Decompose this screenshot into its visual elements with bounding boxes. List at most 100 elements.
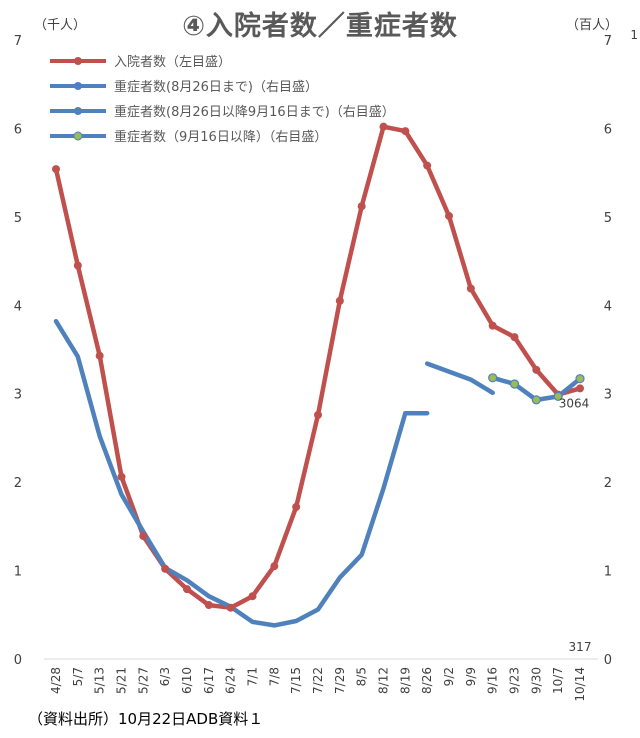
x-tick-label: 5/27 [136, 667, 150, 694]
x-tick-label: 6/24 [224, 667, 238, 694]
legend-label-severe-3: 重症者数（9月16日以降）（右目盛） [114, 130, 328, 145]
data-point-0 [379, 122, 388, 131]
annotations: 317 3064 [559, 396, 592, 654]
left-y-tick-label: 2 [14, 476, 22, 491]
edge-mark: 1 [630, 28, 638, 42]
left-y-tick-label: 1 [14, 565, 22, 580]
x-tick-label: 4/28 [49, 667, 63, 694]
x-tick-label: 9/9 [464, 667, 478, 686]
right-y-ticks: 0 1 2 3 4 5 6 7 [604, 34, 612, 668]
x-tick-label: 10/7 [551, 667, 565, 694]
series-line-2 [424, 361, 495, 396]
x-tick-label: 7/1 [246, 667, 260, 686]
x-tick-label: 6/3 [158, 667, 172, 686]
x-tick-label: 5/13 [93, 667, 107, 694]
series-markers [52, 122, 585, 612]
data-point-0 [445, 211, 453, 220]
data-label: 317 [569, 640, 592, 654]
legend-label-severe-1: 重症者数(8月26日まで)（右目盛） [114, 80, 318, 95]
data-point-0 [292, 502, 301, 511]
data-point-3 [575, 374, 585, 384]
x-tick-labels: 4/28 5/7 5/13 5/21 5/27 6/3 6/10 6/17 6/24 7/1 7/8… [49, 667, 587, 702]
data-point-0 [335, 296, 344, 305]
data-point-0 [423, 161, 432, 170]
legend-item-severe-1: 重症者数(8月26日まで)（右目盛） [48, 73, 395, 98]
data-point-0 [73, 261, 82, 270]
data-point-0 [161, 564, 170, 573]
legend-item-inpatients: 入院者数（左目盛） [48, 48, 395, 73]
data-point-0 [576, 384, 584, 393]
data-point-3 [488, 373, 498, 383]
data-point-0 [183, 585, 191, 594]
right-y-tick-label: 4 [604, 299, 612, 314]
right-y-tick-label: 7 [604, 34, 612, 49]
legend-swatch-severe-1 [50, 81, 106, 90]
data-point-0 [52, 165, 60, 174]
data-point-0 [357, 202, 366, 211]
data-point-0 [204, 601, 213, 610]
x-tick-label: 8/26 [420, 667, 434, 694]
x-tick-label: 8/12 [377, 667, 391, 694]
x-tick-label: 10/14 [573, 667, 587, 702]
legend-label-severe-2: 重症者数(8月26日以降9月16日まで)（右目盛） [114, 105, 395, 120]
data-point-0 [139, 532, 148, 541]
x-tick-label: 9/2 [442, 667, 456, 686]
right-y-tick-label: 5 [604, 211, 612, 226]
x-tick-label: 8/19 [398, 667, 412, 694]
series-lines [53, 124, 583, 628]
x-tick-label: 6/17 [202, 667, 216, 694]
x-tick-label: 5/21 [115, 667, 129, 694]
x-tick-label: 7/22 [311, 667, 325, 694]
left-y-tick-label: 4 [14, 299, 22, 314]
left-y-tick-label: 3 [14, 388, 22, 403]
left-y-ticks: 0 1 2 3 4 5 6 7 [14, 34, 22, 668]
data-point-3 [531, 395, 541, 405]
data-point-0 [510, 333, 519, 342]
left-y-tick-label: 5 [14, 211, 22, 226]
x-tick-label: 5/7 [71, 667, 85, 686]
data-point-0 [466, 284, 475, 293]
x-tick-label: 9/30 [529, 667, 543, 694]
x-tick-label: 7/29 [333, 667, 347, 694]
data-point-0 [248, 592, 257, 601]
left-y-tick-label: 0 [14, 653, 22, 668]
x-tick-label: 9/23 [508, 667, 522, 694]
data-point-0 [117, 472, 126, 481]
data-point-0 [488, 321, 497, 330]
legend-item-severe-3: 重症者数（9月16日以降）（右目盛） [48, 123, 395, 148]
data-point-0 [226, 603, 235, 612]
x-tick-label: 7/8 [267, 667, 281, 686]
series-line-1 [53, 318, 430, 628]
right-y-tick-label: 2 [604, 476, 612, 491]
x-tick-label: 7/15 [289, 667, 303, 694]
data-point-3 [509, 379, 520, 389]
legend-swatch-severe-3 [50, 131, 106, 140]
legend: 入院者数（左目盛） 重症者数(8月26日まで)（右目盛） 重症者数(8月26日以… [48, 48, 395, 148]
legend-swatch-inpatients [50, 56, 106, 65]
data-point-3 [553, 391, 563, 401]
data-point-0 [532, 365, 541, 374]
x-tick-label: 8/5 [355, 667, 369, 686]
right-y-tick-label: 0 [604, 653, 612, 668]
data-label: 3064 [559, 396, 590, 410]
right-y-tick-label: 6 [604, 122, 612, 137]
left-axis-unit: （千人） [34, 18, 87, 33]
data-point-0 [314, 410, 322, 419]
right-y-tick-label: 1 [604, 565, 612, 580]
x-tick-label: 9/16 [486, 667, 500, 694]
data-point-0 [95, 351, 104, 360]
left-y-tick-label: 6 [14, 122, 22, 137]
source-note: （資料出所）10月22日ADB資料１ [28, 710, 264, 728]
left-y-tick-label: 7 [14, 34, 22, 49]
right-y-tick-label: 3 [604, 388, 612, 403]
series-line-0 [53, 124, 583, 610]
legend-label-inpatients: 入院者数（左目盛） [114, 55, 232, 70]
legend-swatch-severe-2 [50, 106, 106, 115]
chart-title: ④入院者数／重症者数 [182, 11, 458, 42]
data-point-0 [401, 127, 410, 136]
data-point-0 [270, 562, 279, 571]
x-tick-label: 6/10 [180, 667, 194, 694]
right-axis-unit: （百人） [566, 18, 619, 33]
legend-item-severe-2: 重症者数(8月26日以降9月16日まで)（右目盛） [48, 98, 395, 123]
